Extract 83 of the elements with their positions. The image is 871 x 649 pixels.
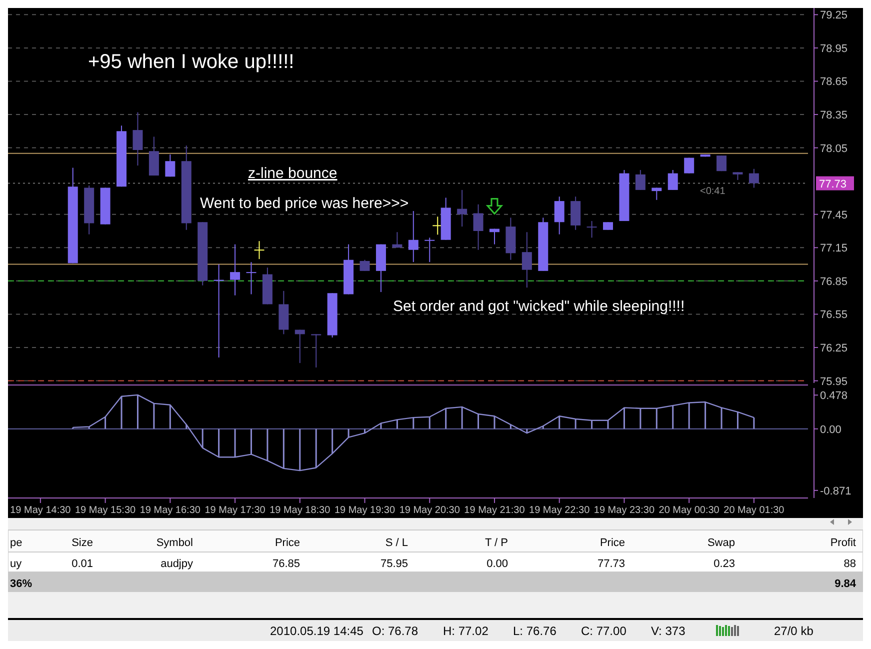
x-tick-label: 19 May 16:30: [140, 505, 201, 516]
line-series: [72, 394, 755, 472]
text: C: 77.00: [581, 624, 627, 638]
candlestick: [586, 220, 597, 238]
candlestick: [165, 154, 176, 178]
text: Price: [600, 537, 625, 549]
annotation: <0:41: [700, 186, 726, 197]
candlestick: [489, 228, 500, 245]
candlestick: [748, 168, 759, 188]
candlestick: [684, 157, 694, 174]
text: T / P: [484, 537, 508, 549]
x-tick-label: 19 May 17:30: [204, 505, 266, 516]
text: L: 76.76: [513, 624, 557, 638]
annotation: z-line bounce: [248, 165, 338, 182]
y-tick-label: 78.05: [820, 142, 848, 155]
annotation: Went to bed price was here>>>: [200, 195, 409, 212]
y-tick-label: 75.95: [820, 376, 848, 388]
x-tick-label: 19 May 20:30: [399, 505, 460, 516]
candlestick: [311, 334, 322, 368]
candlestick: [652, 187, 662, 200]
y-tick-label: 78.95: [820, 42, 848, 55]
text: pe: [10, 537, 22, 549]
x-tick-label: 19 May 18:30: [270, 505, 331, 516]
y-tick-label: -0.871: [820, 485, 852, 498]
text: 77.73: [597, 558, 625, 570]
candlestick: [554, 196, 564, 235]
y-tick-label: 0.478: [820, 390, 848, 402]
candlestick: [522, 232, 532, 288]
y-tick-label: 76.85: [820, 276, 848, 288]
candlestick: [132, 112, 143, 166]
annotation: +95 when I woke up!!!!!: [88, 51, 294, 73]
x-tick-label: 19 May 22:30: [529, 505, 590, 516]
y-tick-label: 76.55: [820, 309, 848, 322]
text: Size: [72, 537, 93, 549]
candlestick: [716, 155, 727, 172]
candlestick: [635, 169, 646, 190]
text: audjpy: [160, 558, 194, 570]
candlestick: [473, 204, 484, 250]
text: 9.84: [834, 578, 857, 590]
y-tick-label: 76.25: [820, 342, 848, 354]
text: uy: [10, 558, 22, 570]
x-tick-label: 19 May 21:30: [464, 505, 526, 516]
text: 0.00: [486, 558, 508, 570]
candlestick: [668, 169, 678, 190]
candlestick: [230, 244, 240, 296]
ref-line-label: 77.73: [819, 178, 847, 190]
y-tick-label: 79.25: [820, 10, 848, 22]
candlestick: [360, 259, 370, 272]
text: Profit: [830, 537, 856, 549]
annotation: Set order and got "wicked" while sleeping!!!!: [393, 298, 685, 315]
text: O: 76.78: [372, 624, 418, 638]
candlestick: [408, 210, 418, 263]
x-tick-label: 20 May 00:30: [658, 505, 720, 516]
text: 2010.05.19 14:45: [270, 624, 364, 638]
text: Symbol: [156, 537, 193, 549]
candlestick: [214, 264, 224, 358]
text: S / L: [385, 537, 408, 549]
y-tick-label: 78.35: [820, 110, 848, 122]
y-tick-label: 0.00: [820, 424, 842, 436]
text: Price: [274, 537, 300, 549]
text: 0.23: [714, 558, 735, 570]
text: V: 373: [651, 624, 686, 638]
x-tick-label: 20 May 01:30: [724, 505, 785, 516]
y-tick-label: 78.65: [820, 76, 848, 88]
text: 76.85: [272, 558, 300, 570]
y-tick-label: 77.45: [820, 209, 848, 222]
candlestick: [457, 189, 468, 228]
text: 36%: [10, 578, 32, 590]
text: 27/0 kb: [774, 624, 814, 638]
candlestick: [294, 329, 305, 364]
text: Swap: [707, 537, 735, 549]
candlestick: [424, 237, 435, 263]
text: 88: [844, 558, 856, 570]
x-tick-label: 19 May 19:30: [334, 505, 396, 516]
text: 0.01: [72, 558, 93, 570]
x-tick-label: 19 May 14:30: [10, 505, 72, 516]
x-tick-label: 19 May 23:30: [594, 505, 655, 516]
x-tick-label: 19 May 15:30: [74, 505, 136, 516]
y-tick-label: 77.15: [820, 242, 848, 255]
candlestick: [246, 262, 256, 295]
text: H: 77.02: [443, 624, 489, 638]
text: 75.95: [380, 558, 408, 570]
candlestick: [392, 232, 402, 248]
